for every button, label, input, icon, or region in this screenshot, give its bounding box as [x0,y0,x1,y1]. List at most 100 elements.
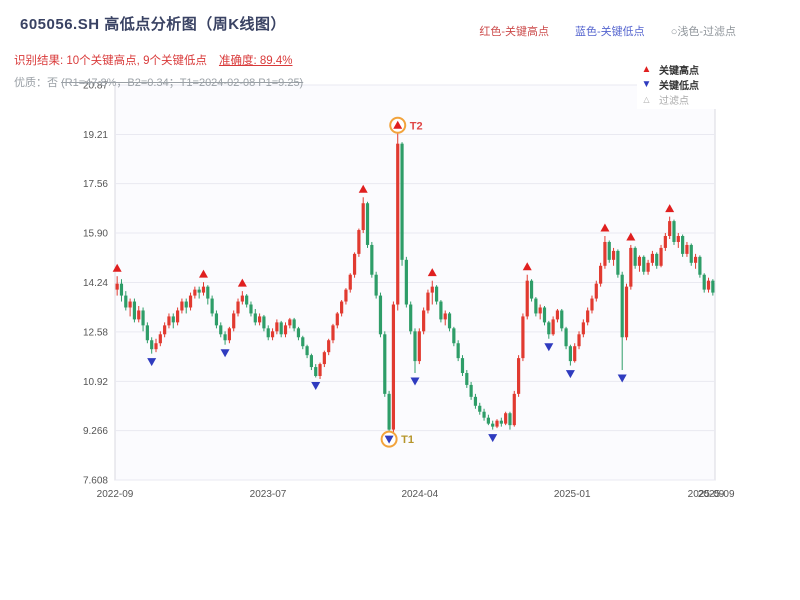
y-axis-label: 20.87 [83,81,108,92]
candle-body [335,313,339,326]
candle-body [352,253,357,275]
candle-body [452,328,456,344]
candle-body [301,337,305,347]
candle-body [258,316,262,323]
candle-body [378,295,383,335]
candle-body [132,301,137,320]
candle-body [201,286,206,293]
candle-body [137,310,141,320]
candle-body [128,301,132,308]
candle-body [586,310,590,323]
candle-body [318,364,322,376]
candle-body [340,301,344,314]
candle-body [676,236,680,242]
candle-body [365,203,370,245]
candle-body [577,334,581,347]
candle-body [249,304,253,314]
key-high-marker [198,269,208,278]
legend-item-filtered: △ 过滤点 [640,92,720,107]
annotation-marker [393,120,403,129]
header-legend: 红色-关键高点 蓝色-关键低点 ○浅色-过滤点 [479,23,736,39]
key-low-marker [488,434,498,443]
candle-body [655,253,659,266]
key-low-marker [410,377,420,386]
key-low-marker [565,370,575,379]
key-high-marker [626,232,636,241]
candle-body [210,298,214,314]
candle-body [266,328,270,338]
candle-body [305,346,309,356]
x-axis-label: 2023-07 [250,489,287,500]
quality-line: 优质：否 (R1=47.8%，B2=0.34；T1=2024-02-08 P1=… [14,74,303,90]
candle-body [473,396,478,406]
candle-body [568,346,572,362]
candle-body [689,244,693,263]
candle-body [516,358,521,394]
candle-body [486,417,490,424]
candle-body [512,393,516,426]
candle-body [672,221,676,242]
y-axis-label: 17.56 [83,179,108,190]
candle-body [521,316,525,359]
candle-body [184,301,188,308]
candle-body [413,331,417,362]
candle-body [387,393,391,430]
header-legend-key-high: 红色-关键高点 [479,26,550,38]
key-low-marker [544,343,554,352]
candle-body [650,253,655,263]
candle-body [236,301,240,314]
recognition-result-line: 识别结果: 10个关键高点, 9个关键低点 准确度: 89.4% [14,52,292,68]
candle-body [508,413,512,426]
candle-body [115,283,119,290]
candle-body [154,343,158,350]
plot-legend: ▲ 关键高点 ▼ 关键低点 △ 过滤点 [637,60,723,109]
triangle-outline-icon: △ [643,95,650,104]
candle-body [646,262,650,272]
candle-body [538,307,542,314]
candle-body [560,310,564,329]
key-high-marker [112,263,122,272]
candle-body [119,283,124,296]
candle-body [292,319,296,329]
candle-body [711,280,715,293]
key-high-marker [522,262,532,271]
quality-flag: 优质：否 [14,77,62,89]
accuracy-value: 准确度: 89.4% [218,55,293,67]
candle-body [681,236,685,254]
candle-body [491,423,495,427]
key-high-marker [358,184,368,193]
candle-body [685,244,689,254]
candle-body [370,244,374,275]
candle-body [599,265,603,284]
x-axis-label: 2025-01 [554,489,591,500]
key-high-marker [237,278,247,287]
candle-body [400,143,404,260]
candle-body [158,334,162,344]
candle-body [555,310,560,320]
candle-body [460,358,465,374]
candle-body [167,316,171,326]
candle-body [590,298,594,311]
candle-body [391,304,396,430]
candle-body [529,280,534,299]
candle-body [706,280,711,290]
y-axis-label: 12.58 [83,327,108,338]
candle-body [124,295,128,308]
candle-body [348,274,352,290]
candle-body [361,203,365,231]
key-high-marker [427,268,437,277]
candle-body [465,373,469,385]
key-low-marker [220,349,230,358]
candle-body [227,328,231,341]
candle-body [404,259,408,305]
candle-body [331,325,335,341]
key-low-marker [311,381,321,390]
candle-body [499,420,503,424]
candle-body [702,274,706,290]
x-axis-label: 2025-09 [698,489,735,500]
candle-body [357,230,361,254]
candle-body [193,289,197,296]
candle-body [447,313,452,329]
legend-item-key-high: ▲ 关键高点 [640,62,720,77]
